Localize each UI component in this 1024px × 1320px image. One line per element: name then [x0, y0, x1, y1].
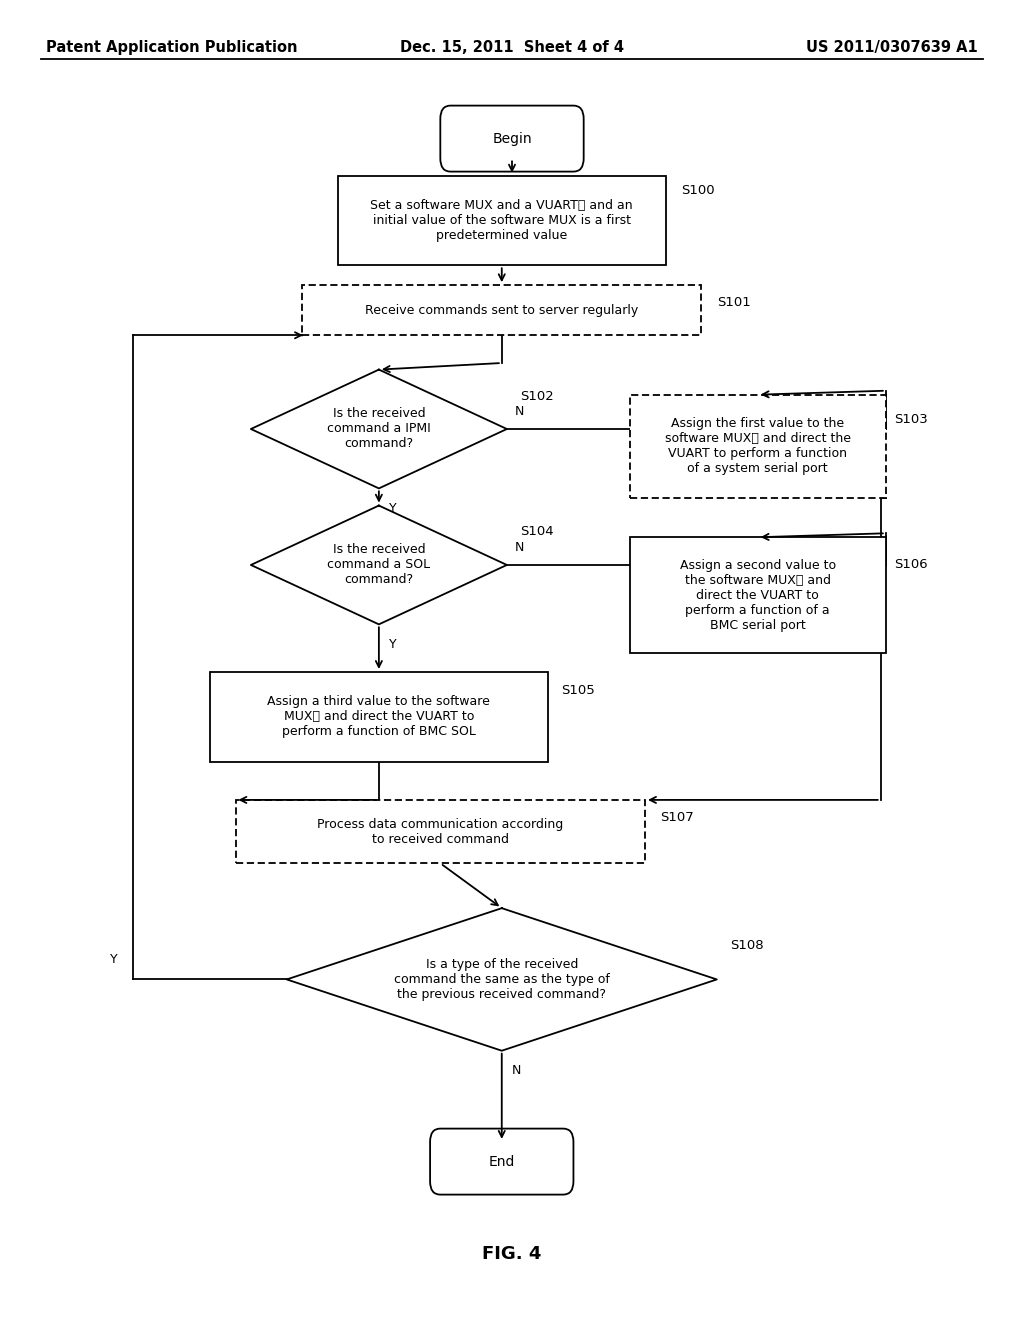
Text: N: N: [515, 405, 524, 418]
Bar: [302, 285, 701, 335]
Polygon shape: [251, 506, 507, 624]
Text: S103: S103: [894, 413, 928, 426]
Text: Receive commands sent to server regularly: Receive commands sent to server regularl…: [366, 304, 638, 317]
Bar: [630, 537, 886, 653]
Text: Is the received
command a SOL
command?: Is the received command a SOL command?: [328, 544, 430, 586]
Text: S105: S105: [561, 684, 595, 697]
FancyBboxPatch shape: [440, 106, 584, 172]
Text: Is a type of the received
command the same as the type of
the previous received : Is a type of the received command the sa…: [394, 958, 609, 1001]
Text: US 2011/0307639 A1: US 2011/0307639 A1: [806, 40, 978, 55]
Text: N: N: [512, 1064, 521, 1077]
Bar: [630, 395, 886, 498]
Text: End: End: [488, 1155, 515, 1168]
Text: Assign a third value to the software
MUX， and direct the VUART to
perform a func: Assign a third value to the software MUX…: [267, 696, 490, 738]
Text: Process data communication according
to received command: Process data communication according to …: [317, 817, 563, 846]
Text: S107: S107: [660, 810, 694, 824]
Text: Patent Application Publication: Patent Application Publication: [46, 40, 298, 55]
Polygon shape: [287, 908, 717, 1051]
Text: S104: S104: [520, 525, 554, 539]
Text: S108: S108: [730, 939, 764, 952]
Text: Set a software MUX and a VUART， and an
initial value of the software MUX is a fi: Set a software MUX and a VUART， and an i…: [371, 199, 633, 242]
Text: FIG. 4: FIG. 4: [482, 1245, 542, 1263]
Text: Begin: Begin: [493, 132, 531, 145]
Text: Is the received
command a IPMI
command?: Is the received command a IPMI command?: [327, 408, 431, 450]
Text: Assign the first value to the
software MUX， and direct the
VUART to perform a fu: Assign the first value to the software M…: [665, 417, 851, 475]
Text: S102: S102: [520, 389, 554, 403]
FancyBboxPatch shape: [430, 1129, 573, 1195]
Text: Y: Y: [389, 502, 396, 515]
Text: Dec. 15, 2011  Sheet 4 of 4: Dec. 15, 2011 Sheet 4 of 4: [400, 40, 624, 55]
Text: Y: Y: [389, 638, 396, 651]
Text: S100: S100: [681, 183, 715, 197]
Polygon shape: [251, 370, 507, 488]
Text: S101: S101: [717, 296, 751, 309]
Text: S106: S106: [894, 558, 928, 572]
Bar: [338, 176, 666, 265]
Bar: [210, 672, 548, 762]
Text: N: N: [515, 541, 524, 554]
Text: Y: Y: [111, 953, 118, 966]
Bar: [236, 800, 645, 863]
Text: Assign a second value to
the software MUX， and
direct the VUART to
perform a fun: Assign a second value to the software MU…: [680, 558, 836, 632]
